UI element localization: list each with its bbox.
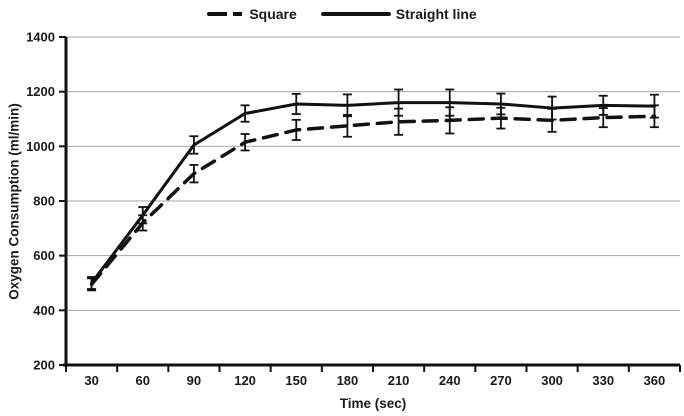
- svg-text:400: 400: [33, 303, 55, 318]
- x-axis-tick-labels: 30 60 90 120 150 180 210 240 270 300 330 360: [84, 373, 665, 388]
- gridlines: [66, 36, 680, 311]
- solid-line-sample: [320, 12, 391, 16]
- series-line-square: [89, 114, 657, 287]
- svg-text:60: 60: [136, 373, 150, 388]
- axes: [63, 37, 680, 367]
- svg-text:90: 90: [187, 373, 201, 388]
- svg-text:30: 30: [84, 373, 98, 388]
- svg-text:1200: 1200: [26, 84, 55, 99]
- legend: Square Straight line: [0, 2, 684, 26]
- dashed-line-sample: [207, 12, 245, 16]
- svg-text:240: 240: [439, 373, 461, 388]
- svg-text:200: 200: [33, 358, 55, 373]
- legend-label-square: Square: [249, 6, 297, 22]
- svg-text:1400: 1400: [26, 30, 55, 45]
- x-axis-title: Time (sec): [339, 396, 407, 411]
- svg-text:600: 600: [33, 248, 55, 263]
- svg-text:120: 120: [234, 373, 256, 388]
- svg-text:1000: 1000: [26, 139, 55, 154]
- svg-text:360: 360: [644, 373, 666, 388]
- svg-text:210: 210: [388, 373, 410, 388]
- svg-text:800: 800: [33, 194, 55, 209]
- svg-text:180: 180: [337, 373, 359, 388]
- svg-text:330: 330: [592, 373, 614, 388]
- legend-item-square: Square: [207, 6, 297, 22]
- legend-item-straight-line: Straight line: [320, 6, 477, 22]
- svg-text:270: 270: [490, 373, 512, 388]
- error-bars-square: [87, 104, 659, 292]
- svg-text:300: 300: [541, 373, 563, 388]
- legend-label-straight-line: Straight line: [395, 6, 477, 22]
- y-axis-tick-labels: 200 400 600 800 1000 1200 1400: [26, 30, 55, 373]
- svg-text:150: 150: [285, 373, 307, 388]
- series-line-straight-line: [90, 101, 656, 285]
